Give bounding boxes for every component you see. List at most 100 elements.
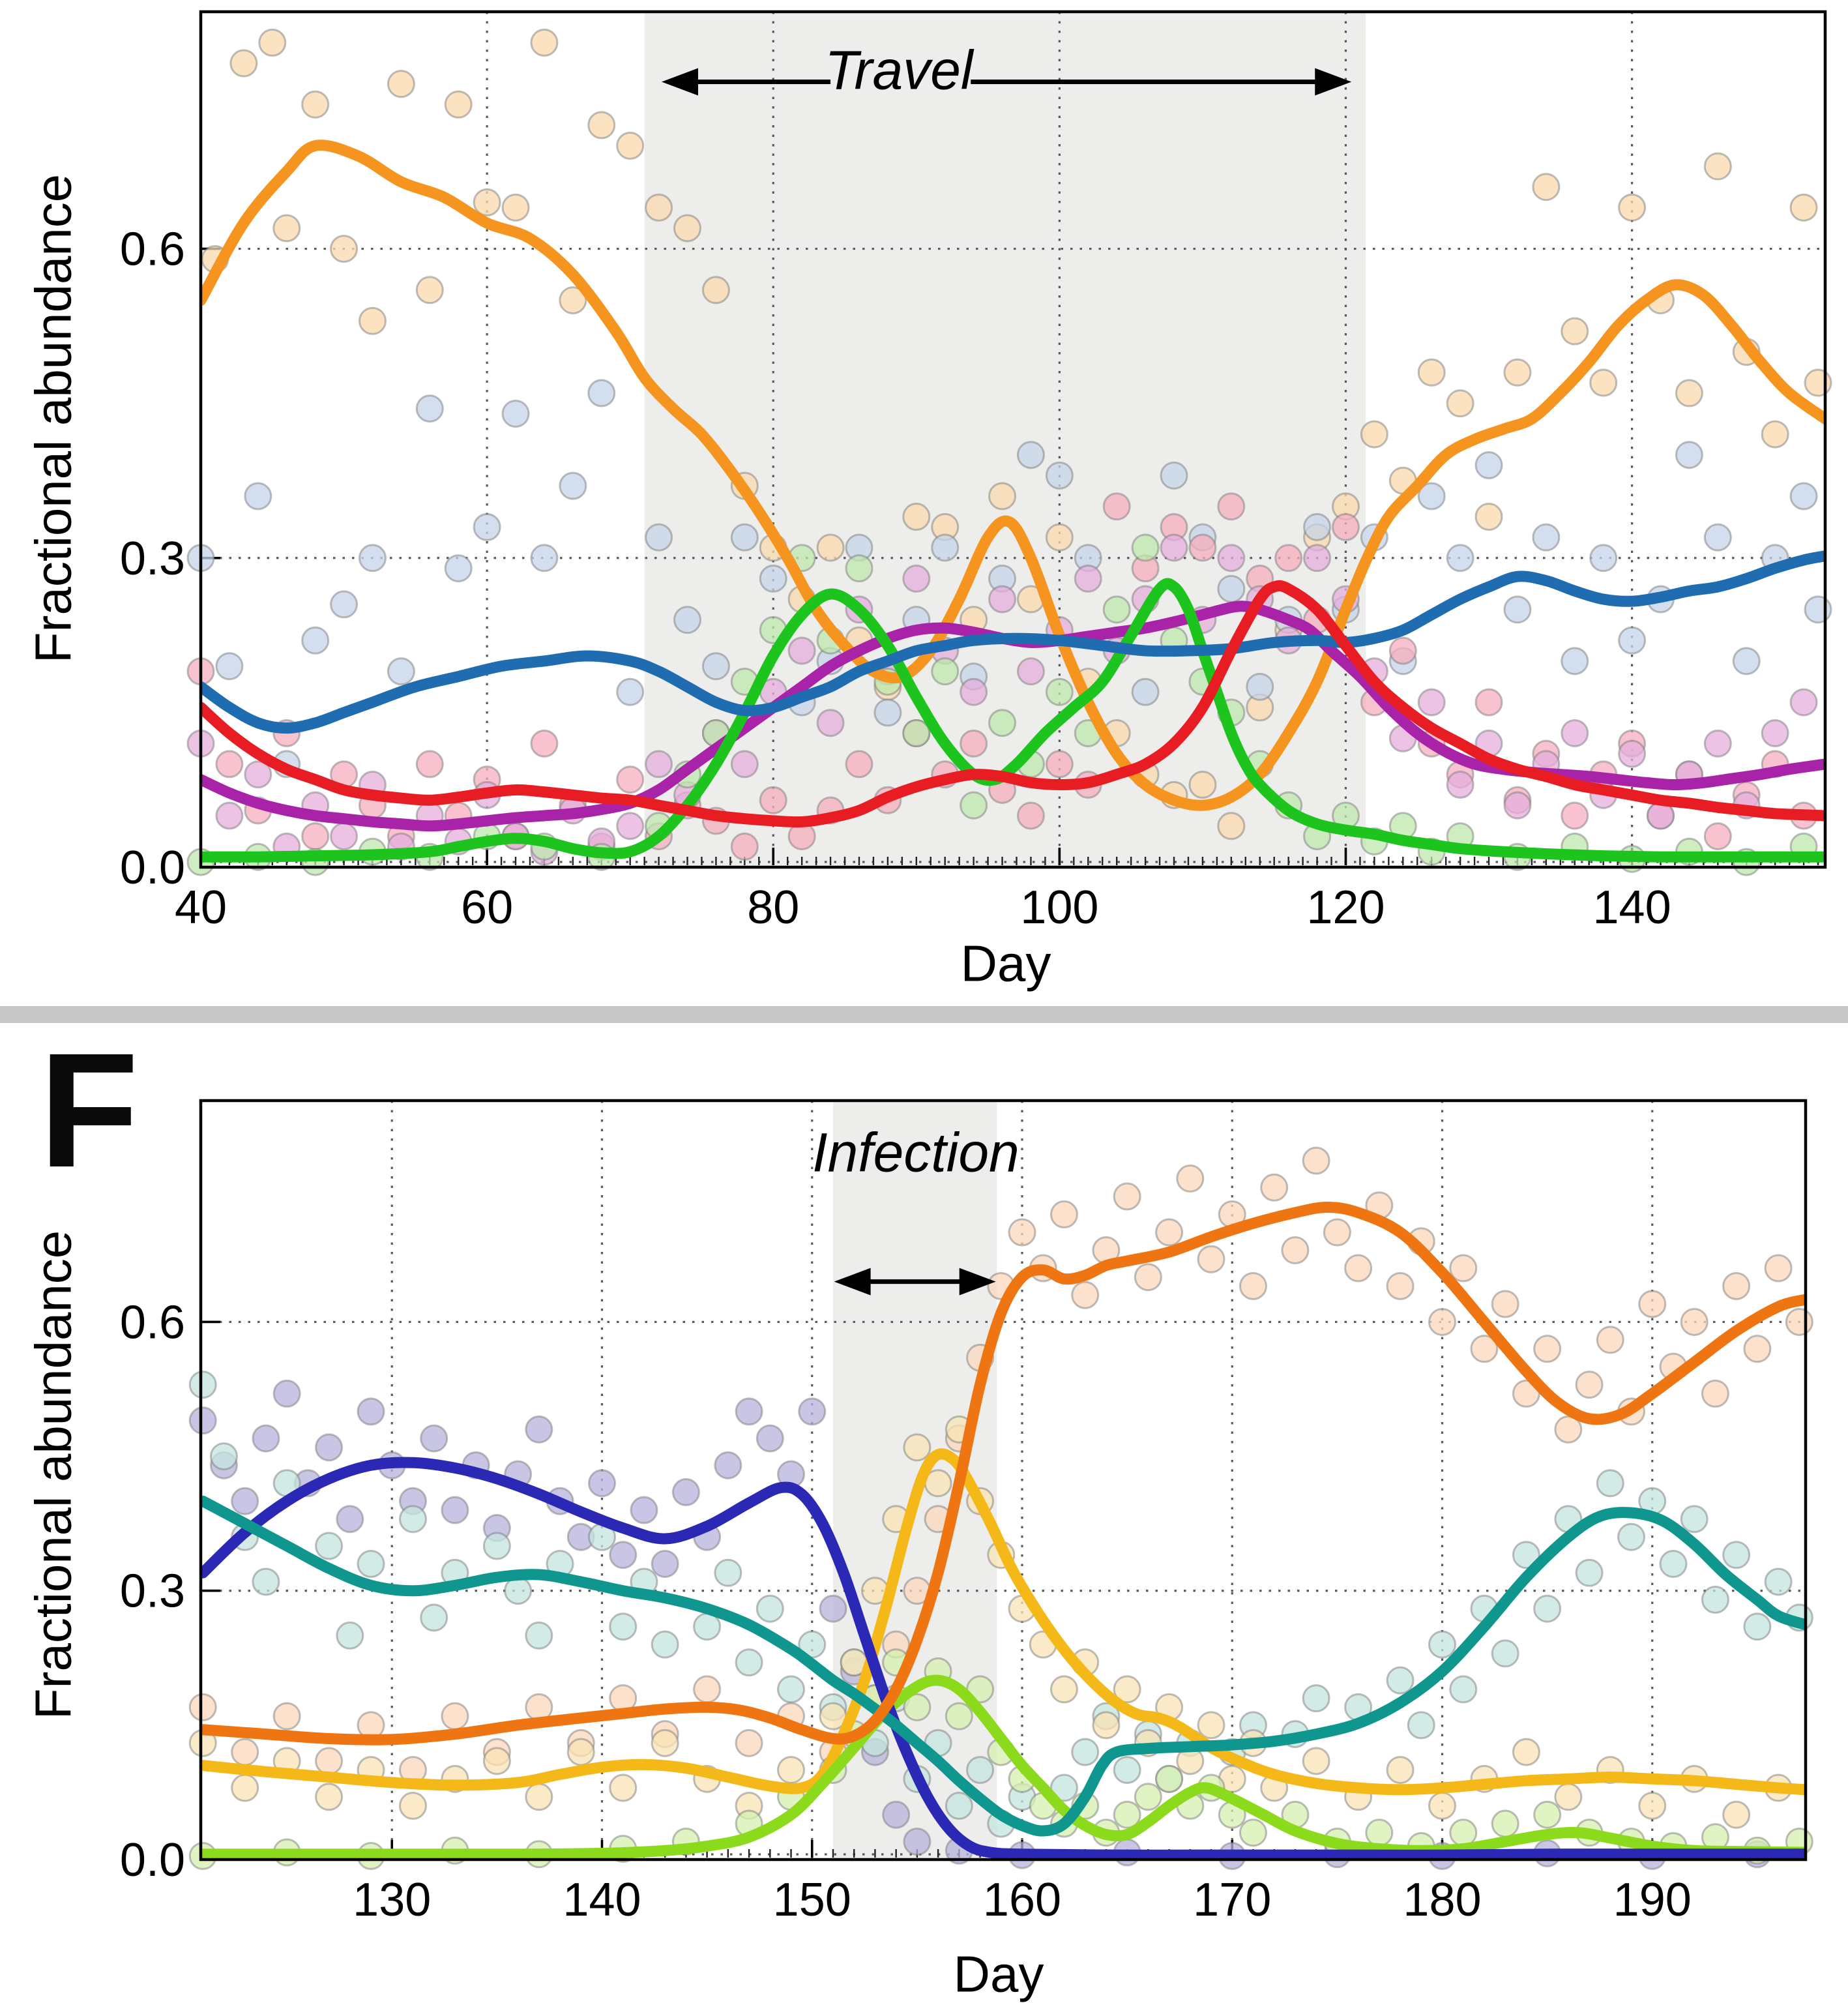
scatter-dot	[960, 791, 988, 820]
scatter-dot	[1474, 451, 1503, 480]
scatter-dot	[1417, 688, 1446, 717]
scatter-dot	[730, 750, 759, 779]
scatter-dot	[1217, 492, 1246, 521]
scatter-dot	[1417, 482, 1446, 511]
scatter-dot	[931, 657, 960, 686]
scatter-dot	[845, 750, 873, 779]
scatter-dot	[1045, 523, 1074, 552]
scatter-dot	[1113, 1800, 1141, 1829]
scatter-dot	[1680, 1307, 1709, 1336]
scatter-dot	[1554, 1783, 1583, 1811]
scatter-dot	[960, 677, 988, 706]
scatter-dot	[671, 1478, 700, 1507]
scatter-dot	[1188, 771, 1217, 799]
scatter-dot	[960, 729, 988, 758]
scatter-dot	[1131, 533, 1160, 562]
scatter-dot	[588, 1469, 616, 1498]
scatter-dot	[1722, 1541, 1751, 1569]
scatter-dot	[1533, 1594, 1562, 1623]
scatter-dot	[1703, 152, 1732, 181]
scatter-dot	[258, 28, 287, 57]
scatter-dot	[816, 533, 845, 562]
scatter-dot	[1446, 544, 1474, 572]
scatter-dot	[945, 1792, 973, 1820]
x-tick-label: 60	[461, 882, 513, 934]
scatter-dot	[1638, 1290, 1667, 1318]
scatter-dot	[559, 471, 587, 500]
scatter-dot	[1532, 523, 1561, 552]
scatter-dot	[903, 1693, 931, 1721]
scatter-dot	[609, 1773, 638, 1802]
y-tick-label: 0.0	[120, 1834, 185, 1886]
scatter-dot	[301, 822, 330, 851]
scatter-dot	[1388, 636, 1417, 665]
scatter-dot	[315, 1783, 344, 1811]
scatter-dot	[215, 750, 244, 779]
scatter-dot	[1344, 1254, 1373, 1283]
scatter-dot	[1491, 1290, 1519, 1318]
arrow-head-right	[959, 1268, 996, 1296]
scatter-dot	[1217, 544, 1246, 572]
scatter-dot	[566, 1738, 595, 1766]
scatter-dot	[1049, 1200, 1078, 1229]
scatter-dot	[301, 90, 330, 119]
scatter-dot	[1134, 1783, 1162, 1811]
top-y-axis-label: Fractional abundance	[24, 173, 82, 664]
scatter-dot	[1470, 1335, 1499, 1363]
scatter-dot	[651, 1729, 679, 1757]
scatter-dot	[188, 1693, 217, 1721]
scatter-dot	[651, 1549, 679, 1578]
scatter-dot	[1197, 1245, 1225, 1273]
scatter-dot	[1074, 564, 1102, 593]
scatter-dot	[673, 606, 702, 634]
scatter-dot	[1246, 672, 1274, 701]
scatter-dot	[441, 1496, 469, 1524]
scatter-dot	[1446, 389, 1474, 418]
scatter-dot	[1260, 1173, 1289, 1202]
scatter-dot	[1618, 739, 1647, 768]
scatter-dot	[420, 1424, 448, 1453]
scatter-dot	[1102, 492, 1131, 521]
scatter-dot	[1302, 1747, 1330, 1775]
scatter-dot	[1303, 544, 1332, 572]
scatter-dot	[1561, 801, 1589, 830]
scatter-dot	[735, 1729, 763, 1757]
scatter-dot	[272, 1702, 301, 1730]
scatter-dot	[1675, 441, 1703, 469]
scatter-dot	[1131, 677, 1160, 706]
scatter-dot	[244, 760, 272, 789]
scatter-dot	[673, 214, 702, 243]
scatter-dot	[525, 1621, 553, 1650]
scatter-dot	[441, 1702, 469, 1730]
scatter-dot	[1561, 719, 1589, 748]
x-tick-label: 160	[983, 1874, 1061, 1926]
panel-divider	[0, 1006, 1848, 1023]
y-tick-label: 0.3	[120, 1565, 185, 1618]
scatter-dot	[1049, 1675, 1078, 1704]
scatter-dot	[1417, 358, 1446, 387]
series-line-yellow-green	[201, 1674, 1806, 1860]
scatter-dot	[301, 626, 330, 655]
scatter-dot	[1155, 1218, 1184, 1247]
scatter-dot	[1239, 1271, 1267, 1300]
series-line-teal	[201, 1495, 1806, 1837]
scatter-dot	[415, 394, 444, 423]
scatter-dot	[1722, 1271, 1751, 1300]
scatter-dot	[229, 49, 258, 78]
scatter-dot	[1188, 533, 1217, 562]
scatter-dot	[1071, 1738, 1100, 1766]
y-tick-label: 0.0	[120, 842, 185, 894]
series-line-gold	[201, 1448, 1806, 1796]
scatter-dot	[1428, 1307, 1457, 1336]
scatter-dot	[609, 1541, 638, 1569]
scatter-dot	[1533, 1335, 1562, 1363]
scatter-dot	[873, 698, 902, 727]
scatter-dot	[1407, 1711, 1435, 1740]
scatter-dot	[215, 652, 244, 681]
scatter-dot	[1016, 657, 1045, 686]
series-line-dark-blue	[201, 1457, 1806, 1860]
scatter-dot	[1197, 1711, 1225, 1740]
arrow-head-left	[661, 68, 698, 96]
scatter-dot	[819, 1594, 847, 1623]
scatter-dot	[1659, 1549, 1688, 1578]
